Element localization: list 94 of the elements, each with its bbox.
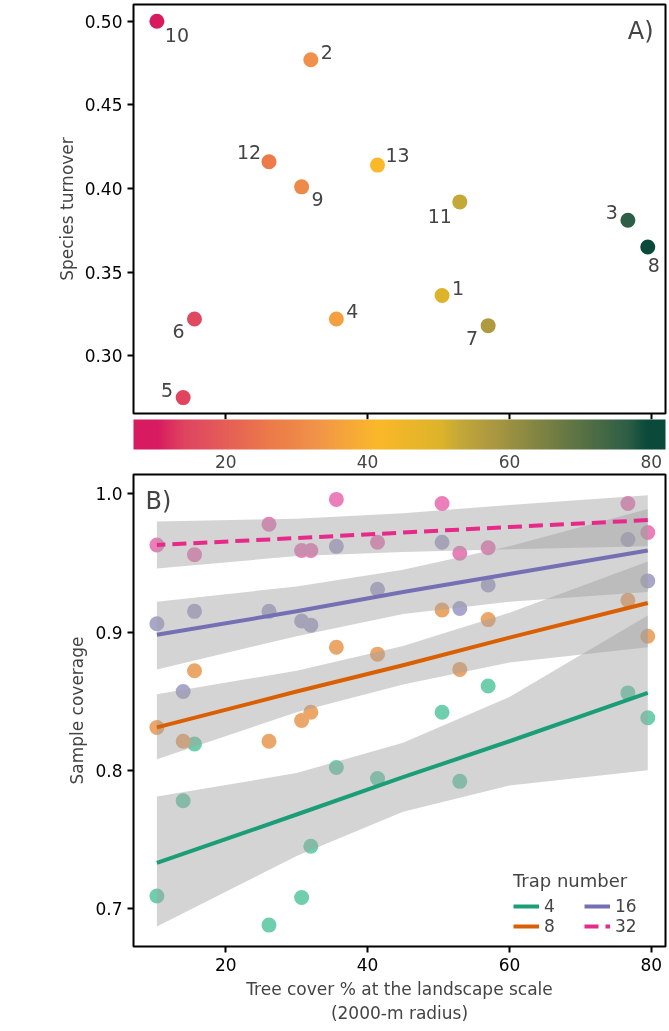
x-tick-label: 60 <box>498 954 521 975</box>
point <box>294 889 310 905</box>
annotation: 12 <box>236 140 262 163</box>
point <box>149 888 165 904</box>
x-tick-label: 40 <box>356 954 379 975</box>
point <box>370 534 386 550</box>
point <box>261 154 277 170</box>
point <box>328 491 344 507</box>
point <box>328 639 344 655</box>
y-axis-title: Sample coverage <box>67 636 88 785</box>
point <box>261 917 277 933</box>
point <box>434 496 450 512</box>
point <box>261 733 277 749</box>
point <box>294 713 310 729</box>
x-tick-label: 80 <box>640 954 663 975</box>
legend-label: 16 <box>615 896 638 916</box>
point <box>370 646 386 662</box>
x-axis-title: Tree cover % at the landscape scale (2000-m radius) <box>245 978 553 1023</box>
point <box>640 525 656 541</box>
x-tick-label: 20 <box>214 954 237 975</box>
point <box>434 534 450 550</box>
point <box>328 311 344 327</box>
point <box>303 838 319 854</box>
legend-label: 4 <box>544 896 556 916</box>
annotation: 10 <box>164 24 190 47</box>
point <box>620 592 636 608</box>
legend-label: 32 <box>615 916 638 936</box>
y-tick-label: 0.8 <box>95 760 123 781</box>
y-axis-title: Species turnover <box>56 137 77 281</box>
annotation: 1 <box>452 276 465 299</box>
point <box>620 496 636 512</box>
color-bar-label: 20 <box>214 451 237 472</box>
point <box>452 773 468 789</box>
point <box>187 547 202 563</box>
point <box>434 704 450 720</box>
annotation: 9 <box>311 187 324 210</box>
point <box>452 661 468 677</box>
annotation: 8 <box>647 254 660 277</box>
y-tick-label: 0.35 <box>84 262 123 283</box>
point <box>175 733 191 749</box>
annotation: B) <box>145 486 172 515</box>
point <box>175 793 191 809</box>
y-tick-label: 0.50 <box>84 11 123 32</box>
point <box>175 390 191 406</box>
point <box>452 194 468 210</box>
point <box>187 603 202 619</box>
color-bar-label: 40 <box>356 451 379 472</box>
point <box>620 531 636 547</box>
point <box>434 288 450 304</box>
point <box>640 628 656 644</box>
annotation: 4 <box>346 299 359 322</box>
point <box>480 318 496 334</box>
y-tick-label: 0.9 <box>95 622 123 643</box>
y-tick-label: 1.0 <box>95 484 123 505</box>
point <box>480 612 496 628</box>
annotation: 11 <box>427 204 452 227</box>
point <box>187 311 202 327</box>
point <box>328 760 344 775</box>
color-bar-label: 80 <box>640 451 663 472</box>
y-tick-label: 0.45 <box>84 95 123 116</box>
point <box>149 13 165 29</box>
annotation: 13 <box>385 144 410 167</box>
point <box>370 771 386 787</box>
annotation: 5 <box>161 378 174 401</box>
point <box>303 617 319 633</box>
point <box>480 540 496 556</box>
point <box>328 538 344 554</box>
point <box>303 704 319 720</box>
point <box>452 601 468 617</box>
point <box>149 616 165 632</box>
point <box>294 179 310 195</box>
point <box>480 678 496 694</box>
point <box>620 212 636 228</box>
y-tick-label: 0.30 <box>84 346 123 367</box>
annotation: 2 <box>320 40 333 63</box>
point <box>640 710 656 726</box>
annotation: 3 <box>605 201 618 224</box>
point <box>261 516 277 532</box>
point <box>640 239 656 255</box>
point <box>452 545 468 561</box>
color-bar-label: 60 <box>498 451 521 472</box>
annotation: 7 <box>466 326 479 349</box>
y-tick-label: 0.40 <box>84 179 123 200</box>
point <box>175 684 191 699</box>
annotation: 6 <box>172 319 185 342</box>
legend-title: Trap number <box>513 870 629 891</box>
point <box>434 602 450 618</box>
point <box>370 157 386 173</box>
annotation: A) <box>627 16 654 45</box>
y-tick-label: 0.7 <box>95 898 123 919</box>
point <box>640 573 656 589</box>
legend-label: 8 <box>544 916 556 936</box>
point <box>303 52 319 68</box>
point <box>187 663 202 679</box>
